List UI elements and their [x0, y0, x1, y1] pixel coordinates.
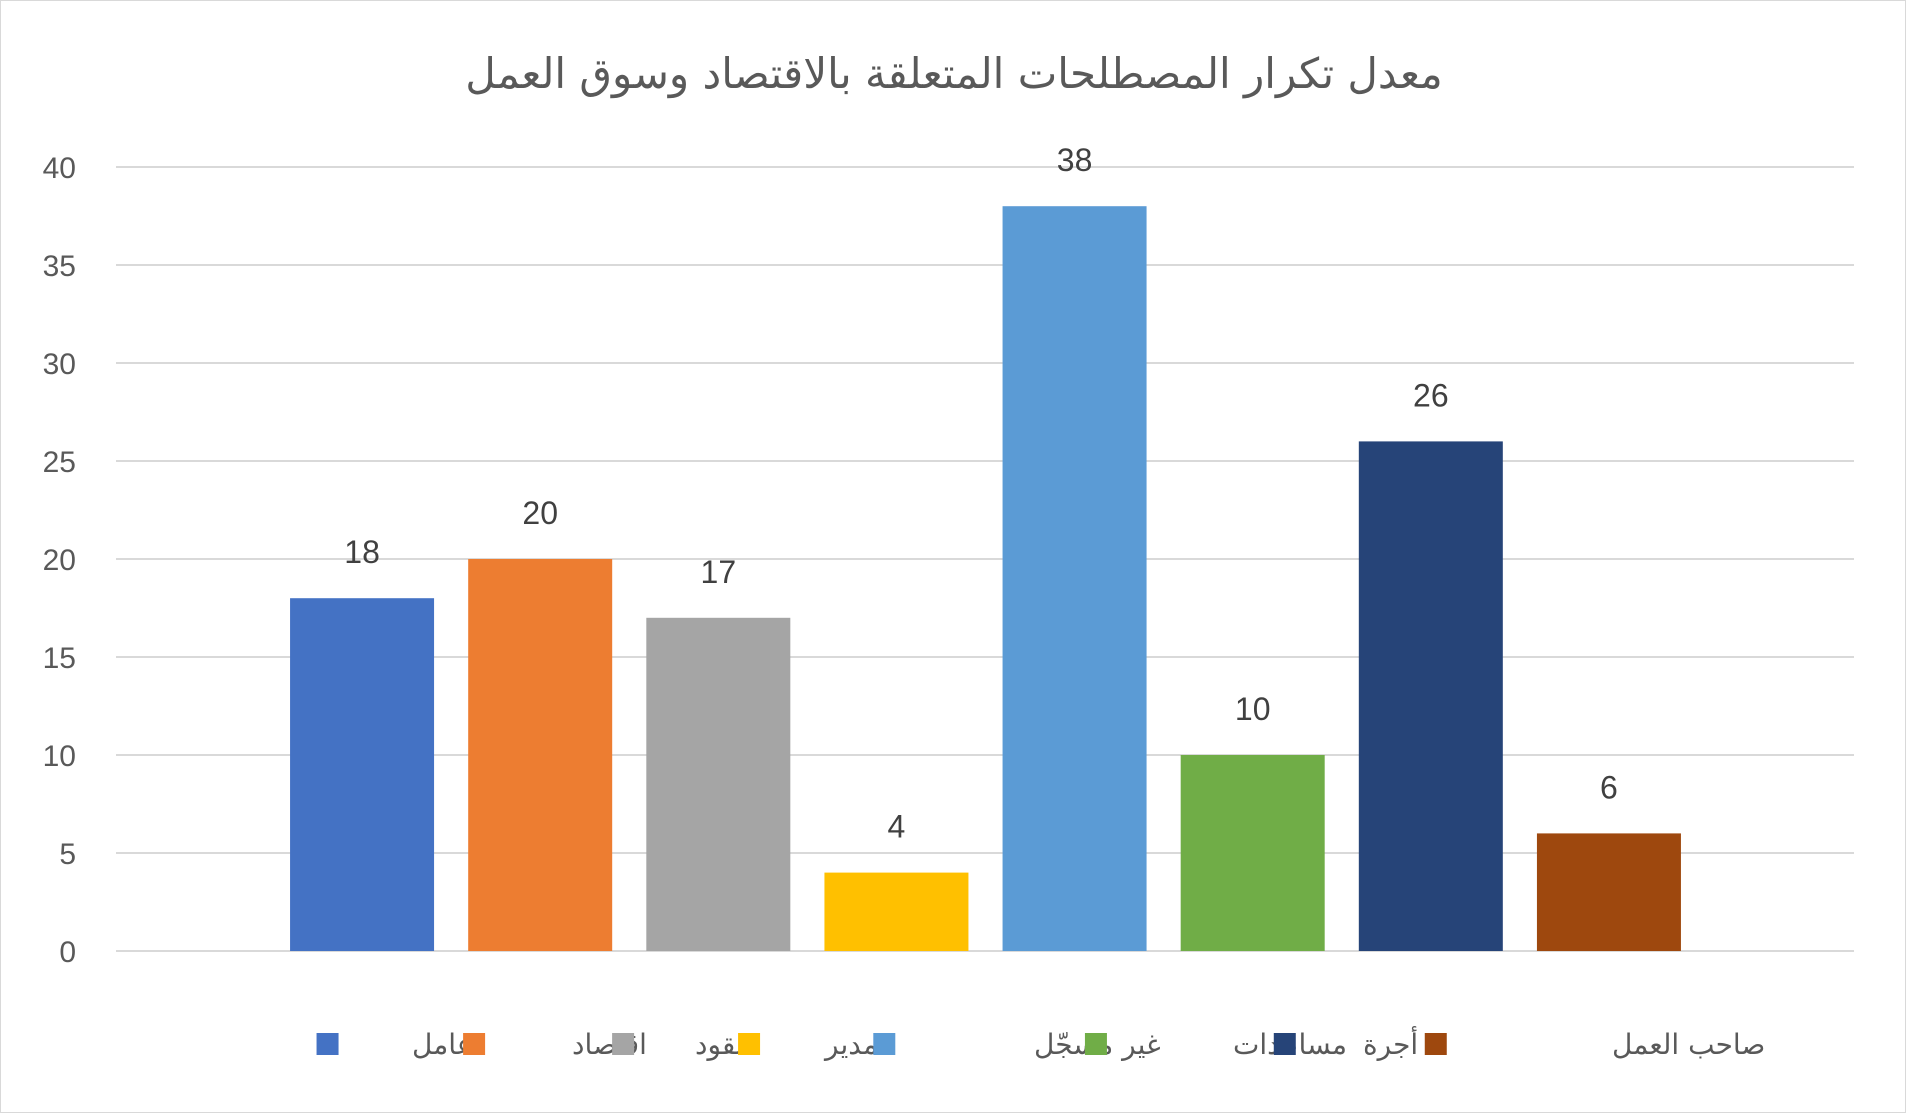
bar [1180, 755, 1325, 951]
y-tick-label: 25 [43, 446, 76, 479]
legend-label: مدير [823, 1028, 878, 1061]
data-label: 10 [1235, 691, 1271, 727]
y-tick-label: 35 [43, 250, 76, 283]
bars [290, 206, 1681, 951]
bar [468, 559, 613, 951]
bar [1002, 206, 1147, 951]
legend-swatch [1424, 1033, 1447, 1055]
bar [1358, 441, 1503, 951]
legend-swatch [738, 1033, 761, 1055]
y-tick-label: 10 [43, 740, 76, 773]
bar [646, 617, 791, 951]
y-tick-label: 5 [59, 838, 76, 871]
bar [1536, 833, 1681, 951]
legend-swatch [1273, 1033, 1296, 1055]
bar [824, 872, 969, 951]
legend-label: اقتصاد [572, 1028, 647, 1061]
data-label: 38 [1057, 142, 1093, 178]
data-label: 4 [888, 809, 906, 845]
data-label: 18 [344, 534, 380, 570]
legend-swatch [612, 1033, 635, 1055]
legend-swatch [873, 1033, 896, 1055]
data-label: 17 [701, 554, 737, 590]
y-tick-label: 0 [59, 936, 76, 969]
data-label: 6 [1600, 769, 1618, 805]
legend-swatch [316, 1033, 339, 1055]
legend-swatch [463, 1033, 486, 1055]
legend-label: نقود [695, 1028, 744, 1061]
y-tick-label: 15 [43, 642, 76, 675]
legend-label: صاحب العمل [1612, 1028, 1765, 1061]
legend-label: أجرة [1363, 1025, 1418, 1061]
data-label: 20 [522, 495, 558, 531]
data-label: 26 [1413, 377, 1449, 413]
chart-title: معدل تكرار المصطلحات المتعلقة بالاقتصاد … [465, 49, 1442, 98]
data-labels: 18 20 17 4 38 10 26 6 [344, 142, 1618, 844]
y-tick-label: 30 [43, 348, 76, 381]
y-tick-label: 20 [43, 544, 76, 577]
y-axis-ticks: 0 5 10 15 20 25 30 35 40 [43, 152, 76, 969]
bar [290, 598, 435, 951]
y-tick-label: 40 [43, 152, 76, 185]
legend-swatch [1084, 1033, 1107, 1055]
